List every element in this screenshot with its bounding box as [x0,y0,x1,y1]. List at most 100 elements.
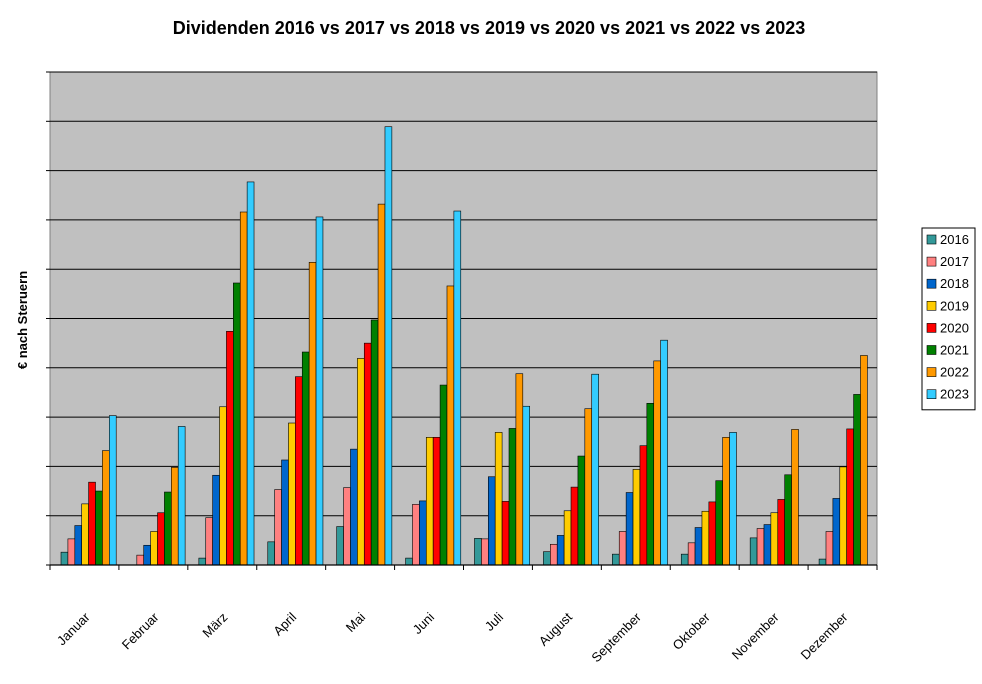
bar-2020-November [777,499,785,566]
legend-label: 2021 [940,343,969,358]
plot-area: Januar Februar März April Mai Juni Juli August S… [46,71,878,665]
bar-2019-August [563,510,572,566]
bar-2022-April [308,261,317,566]
bar-2016-Juni [405,557,413,566]
bar-2016-August [543,551,551,566]
bar-2021-Juli [508,428,517,566]
bar-2020-Dezember [846,428,854,566]
bar-2021-August [577,455,586,566]
legend-swatch [926,389,937,400]
bar-2023-Februar [177,426,186,566]
bar-2023-August [591,373,599,566]
bar-2022-November [791,429,799,566]
x-tick-label: April [270,609,299,638]
bar-2020-Juni [432,437,441,566]
bar-2017-April [274,489,282,566]
x-tick-label: Juni [410,609,438,637]
bar-2017-Mai [343,487,351,566]
bar-2022-Januar [102,450,110,566]
bar-2022-Juli [515,373,524,566]
bar-2018-Februar [143,544,151,566]
bar-2022-September [653,360,661,566]
bar-2021-Dezember [853,394,861,566]
x-tick-label: Februar [119,609,162,652]
bar-2017-März [205,517,213,566]
bar-2018-November [763,524,772,566]
bar-2019-Juni [425,437,434,566]
bar-2021-Januar [95,490,103,566]
bar-2018-Mai [350,448,358,566]
bar-2019-Mai [357,358,365,566]
bar-2020-März [226,331,234,566]
bar-2017-Januar [67,538,76,566]
chart-title: Dividenden 2016 vs 2017 vs 2018 vs 2019 … [173,18,806,38]
bar-2022-August [584,408,593,566]
bar-2018-August [556,535,565,566]
x-tick-label: März [199,610,230,641]
bar-2020-August [570,486,579,566]
bar-2021-April [301,351,310,566]
bar-2019-Juli [494,432,503,566]
bar-2022-Februar [171,467,179,566]
legend-label: 2022 [940,365,969,380]
bar-2018-Dezember [832,498,841,566]
bar-2016-September [612,553,620,566]
bar-2017-Oktober [687,542,696,566]
bar-2016-Dezember [818,558,827,566]
bar-2019-April [288,422,296,566]
bar-2017-Juli [481,538,489,566]
x-tick-label: Januar [54,609,93,648]
legend-label: 2020 [940,320,969,335]
legend-swatch [926,278,937,289]
bar-2016-Juli [474,538,482,566]
bar-2021-März [233,282,241,566]
bar-2020-Februar [157,512,165,566]
bar-2023-April [315,216,324,566]
bar-2017-Februar [136,554,145,566]
legend: 2016 2017 2018 2019 2020 2021 2022 2023 [921,227,976,411]
bar-2017-Juni [412,504,420,566]
bar-2017-September [618,531,627,566]
bar-2022-Oktober [722,437,730,566]
bar-2023-Juli [522,405,530,566]
bar-2019-Februar [150,531,158,566]
bar-2023-Mai [384,126,393,566]
bar-2022-März [239,211,248,566]
bar-2021-Oktober [715,480,723,566]
legend-swatch [926,300,937,311]
bar-2023-Januar [109,415,117,566]
bar-2016-Januar [60,551,69,566]
legend-swatch [926,234,937,245]
bar-2021-September [646,402,655,566]
legend-label: 2018 [940,276,969,291]
y-axis-label: € nach Steruern [15,271,30,369]
bar-2022-Dezember [860,355,868,566]
bar-2020-Januar [88,481,96,566]
bar-2023-Oktober [729,432,737,566]
bar-2019-Oktober [701,510,710,566]
x-tick-label: Oktober [670,609,714,653]
bar-2020-April [295,376,303,566]
legend-swatch [926,323,937,333]
bar-2016-April [267,541,275,566]
x-tick-label: August [536,609,575,648]
legend-label: 2019 [940,298,969,313]
x-tick-label: September [588,609,644,665]
bar-2021-Juni [439,384,448,566]
bar-2018-Januar [74,525,83,566]
x-tick-label: November [729,609,782,662]
bar-2019-November [770,512,779,566]
x-tick-label: Mai [343,609,368,634]
bar-2021-November [784,474,792,566]
bar-2018-Juli [487,476,496,566]
bar-2023-Juni [453,210,462,566]
bar-2019-September [632,469,641,566]
legend-swatch [926,345,937,355]
bar-2016-November [749,537,758,566]
bar-2022-Mai [377,203,386,566]
bar-2017-November [756,528,765,566]
bar-2019-Januar [81,503,89,566]
bar-2018-April [281,459,289,566]
